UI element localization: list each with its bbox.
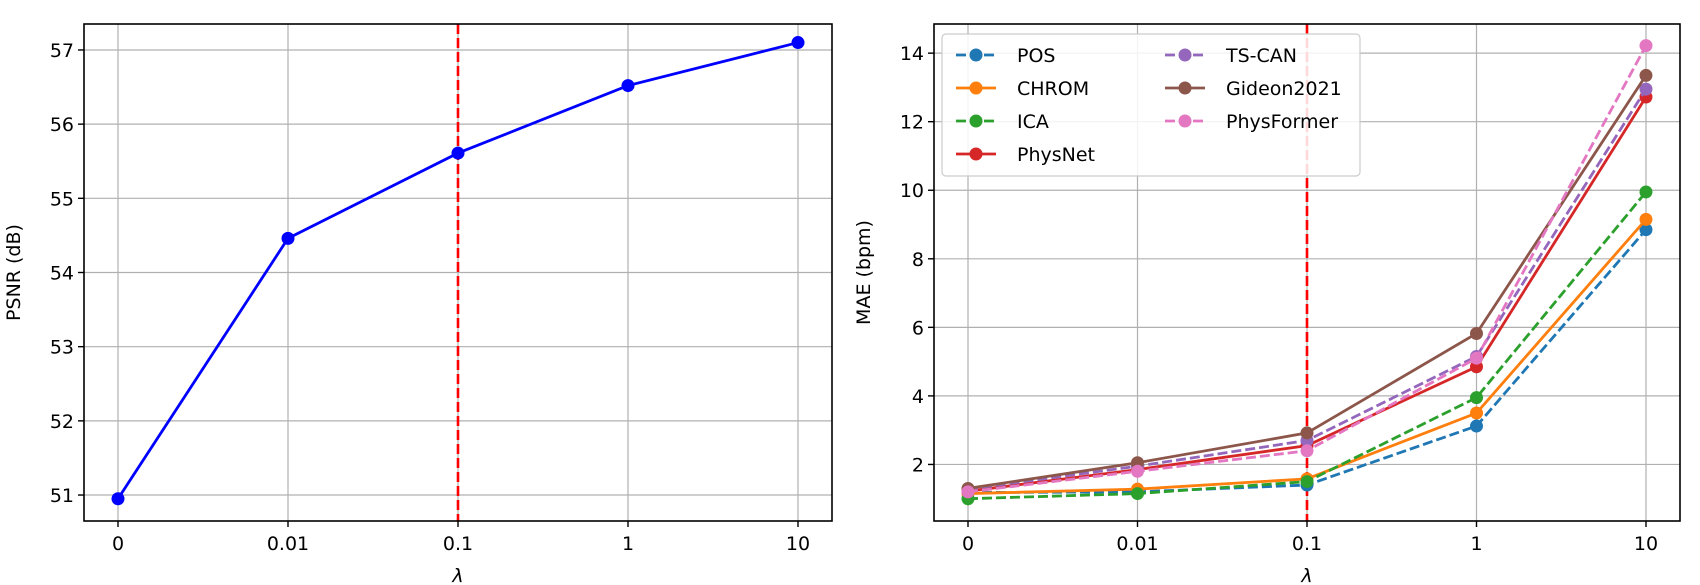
data-point	[1639, 82, 1653, 96]
legend-label: TS-CAN	[1225, 45, 1297, 67]
data-point	[1639, 223, 1653, 237]
y-tick-label: 4	[912, 386, 924, 408]
data-point	[281, 231, 295, 245]
data-point	[1300, 475, 1314, 489]
y-tick-label: 51	[50, 485, 74, 507]
data-point	[791, 36, 805, 50]
legend-swatch-marker	[1178, 81, 1192, 95]
legend-swatch-marker	[1178, 48, 1192, 62]
y-tick-label: 2	[912, 454, 924, 476]
x-tick-label: 1	[1470, 533, 1482, 555]
x-tick-label: 0	[112, 533, 124, 555]
y-tick-label: 56	[50, 114, 74, 136]
y-tick-label: 10	[900, 180, 924, 202]
y-tick-label: 53	[50, 337, 74, 359]
data-point	[451, 146, 465, 160]
mae-panel: 0 0.01 0.1 1 10 2 4 6 8 10 12 14 λ MAE (bpm) POS CHROM I…	[853, 23, 1681, 585]
y-tick-label: 6	[912, 317, 924, 339]
data-point	[1131, 464, 1144, 478]
data-point	[621, 79, 635, 93]
data-point	[1470, 327, 1483, 341]
y-tick-label: 57	[50, 40, 74, 62]
legend-swatch-marker	[969, 48, 983, 62]
x-tick-label: 0.1	[443, 533, 473, 555]
data-point	[1470, 351, 1483, 365]
x-tick-label: 0.1	[1292, 533, 1322, 555]
legend-label: PhysFormer	[1226, 111, 1338, 133]
data-point	[1470, 391, 1483, 405]
data-point	[1639, 212, 1653, 226]
legend-swatch-marker	[969, 114, 983, 128]
data-point	[1131, 487, 1144, 501]
y-tick-label: 54	[50, 263, 74, 285]
x-tick-label: 0.01	[267, 533, 309, 555]
data-point	[1639, 185, 1653, 199]
x-tick-label: 0.01	[1116, 533, 1158, 555]
psnr-panel: 0 0.01 0.1 1 10 51 52 53 54 55 56 57 λ PSNR (dB)	[3, 23, 833, 585]
y-tick-label: 8	[912, 249, 924, 271]
y-tick-label: 55	[50, 188, 74, 210]
legend-box	[941, 33, 1361, 177]
y-tick-label: 52	[50, 411, 74, 433]
data-point	[1470, 419, 1483, 433]
y-tick-label: 12	[900, 112, 924, 134]
y-axis-label: PSNR (dB)	[3, 224, 25, 321]
data-point	[111, 492, 125, 506]
legend-label: ICA	[1017, 111, 1049, 133]
data-point	[1639, 39, 1653, 53]
legend-label: Gideon2021	[1226, 78, 1342, 100]
y-tick-label: 14	[900, 43, 924, 65]
legend-label: CHROM	[1017, 78, 1089, 100]
data-point	[1639, 68, 1653, 82]
x-tick-label: 1	[622, 533, 634, 555]
legend-swatch-marker	[1178, 114, 1192, 128]
legend-swatch-marker	[969, 147, 983, 161]
x-tick-label: 0	[962, 533, 974, 555]
y-axis-label: MAE (bpm)	[853, 220, 875, 325]
legend-label: POS	[1017, 45, 1055, 67]
x-axis-label: λ	[451, 565, 463, 585]
data-point	[1300, 426, 1314, 440]
legend-swatch-marker	[969, 81, 983, 95]
data-point	[1300, 444, 1314, 458]
data-point	[1470, 406, 1483, 420]
x-tick-label: 10	[786, 533, 810, 555]
legend: POS CHROM ICA PhysNet TS-CAN Gideon2021 PhysFo…	[941, 33, 1361, 177]
data-point	[961, 485, 975, 499]
x-axis-label: λ	[1300, 565, 1312, 585]
legend-label: PhysNet	[1017, 144, 1095, 166]
x-tick-label: 10	[1634, 533, 1658, 555]
